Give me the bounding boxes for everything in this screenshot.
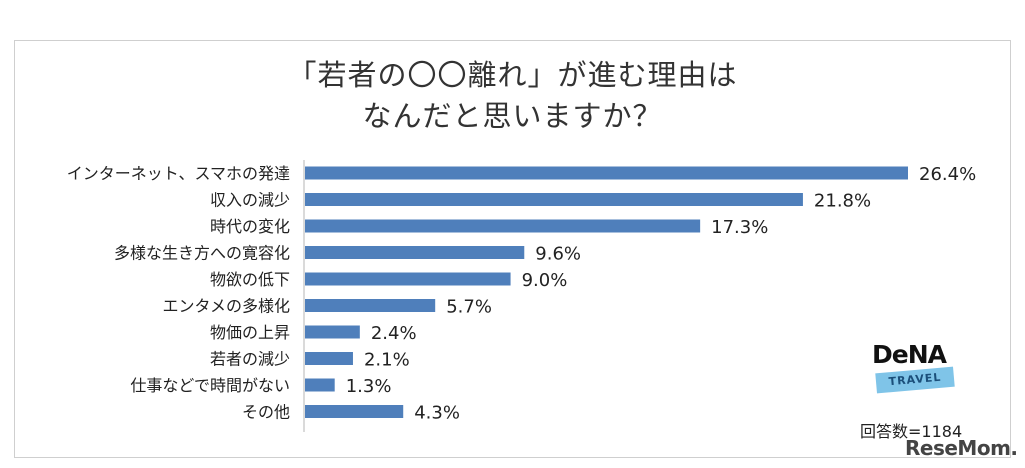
- value-label: 9.0%: [522, 270, 568, 291]
- value-label: 2.1%: [364, 350, 410, 371]
- bar: [305, 299, 436, 312]
- category-label: 収入の減少: [210, 191, 290, 210]
- value-label: 4.3%: [414, 403, 460, 424]
- category-label: 若者の減少: [210, 350, 290, 369]
- dena-travel-logo: DeNA TRAVEL: [856, 340, 976, 400]
- value-label: 1.3%: [346, 376, 392, 397]
- respondent-count: 回答数=1184: [860, 422, 963, 441]
- value-label: 21.8%: [814, 191, 871, 212]
- value-label: 17.3%: [711, 217, 768, 238]
- bar: [305, 352, 353, 365]
- category-label: 物価の上昇: [210, 323, 290, 342]
- logo-band: TRAVEL: [875, 366, 955, 394]
- value-label: 2.4%: [371, 323, 417, 344]
- category-label: エンタメの多様化: [162, 297, 290, 316]
- logo-wordmark: DeNA: [872, 340, 947, 369]
- bar: [305, 325, 360, 339]
- bar: [305, 246, 525, 259]
- bar: [305, 272, 511, 286]
- resemom-watermark: ReseMom.: [905, 436, 1018, 460]
- chart-title-line1: 「若者の〇〇離れ」が進む理由は: [287, 58, 738, 92]
- category-label: インターネット、スマホの発達: [67, 164, 290, 183]
- category-label: その他: [242, 403, 290, 422]
- bar: [305, 193, 803, 206]
- category-label: 時代の変化: [210, 217, 290, 236]
- category-label: 仕事などで時間がない: [130, 376, 290, 395]
- value-label: 5.7%: [446, 297, 492, 318]
- chart-title-line2: なんだと思いますか？: [362, 99, 663, 133]
- bar: [305, 166, 908, 180]
- bar: [305, 219, 701, 233]
- category-label: 多様な生き方への寛容化: [114, 244, 290, 263]
- category-label: 物欲の低下: [210, 270, 290, 289]
- value-label: 26.4%: [919, 164, 976, 185]
- bar: [305, 378, 335, 392]
- value-label: 9.6%: [535, 244, 581, 265]
- bar: [305, 405, 404, 418]
